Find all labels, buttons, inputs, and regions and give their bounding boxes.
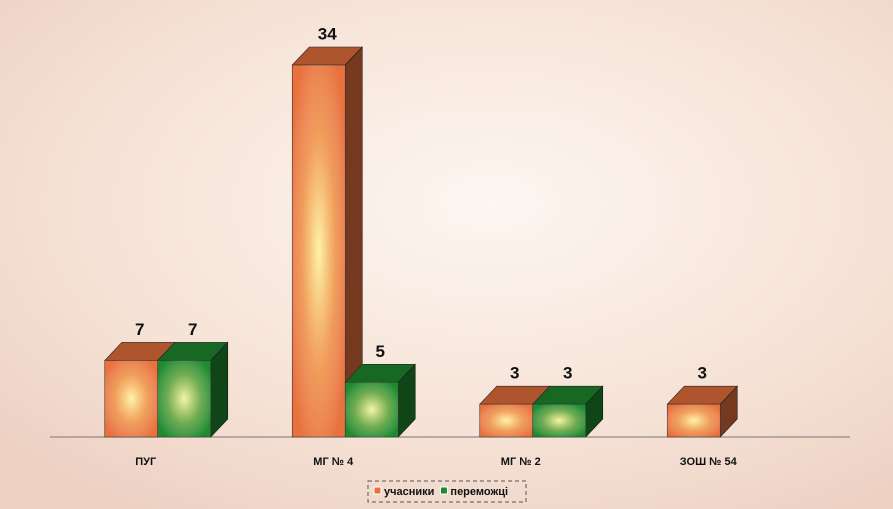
bar — [157, 341, 229, 438]
x-tick-label: ПУГ — [135, 456, 157, 468]
bar — [291, 46, 363, 438]
bar-highlight — [157, 360, 211, 437]
legend-label: учасники — [384, 486, 434, 498]
value-label: 3 — [510, 364, 519, 383]
x-tick-label: ЗОШ № 54 — [680, 456, 738, 468]
value-label: 5 — [376, 342, 385, 361]
legend-box — [367, 480, 527, 503]
x-tick-label: МГ № 4 — [313, 456, 354, 468]
legend-swatch — [439, 486, 448, 495]
bar-highlight — [345, 382, 399, 437]
value-label: 3 — [698, 364, 707, 383]
x-tick-label: МГ № 2 — [501, 456, 541, 468]
bar — [666, 385, 738, 438]
bar — [344, 363, 416, 438]
value-label: 7 — [188, 320, 197, 339]
bar-highlight — [532, 404, 586, 437]
legend-label: переможці — [450, 486, 508, 498]
bar-highlight — [479, 404, 533, 437]
bar-highlight — [292, 65, 346, 437]
bar — [532, 385, 604, 438]
legend-swatch — [373, 486, 382, 495]
value-label: 34 — [318, 24, 337, 43]
bar-highlight — [104, 360, 158, 437]
bar-highlight — [667, 404, 721, 437]
value-label: 3 — [563, 364, 572, 383]
value-label: 7 — [135, 320, 144, 339]
